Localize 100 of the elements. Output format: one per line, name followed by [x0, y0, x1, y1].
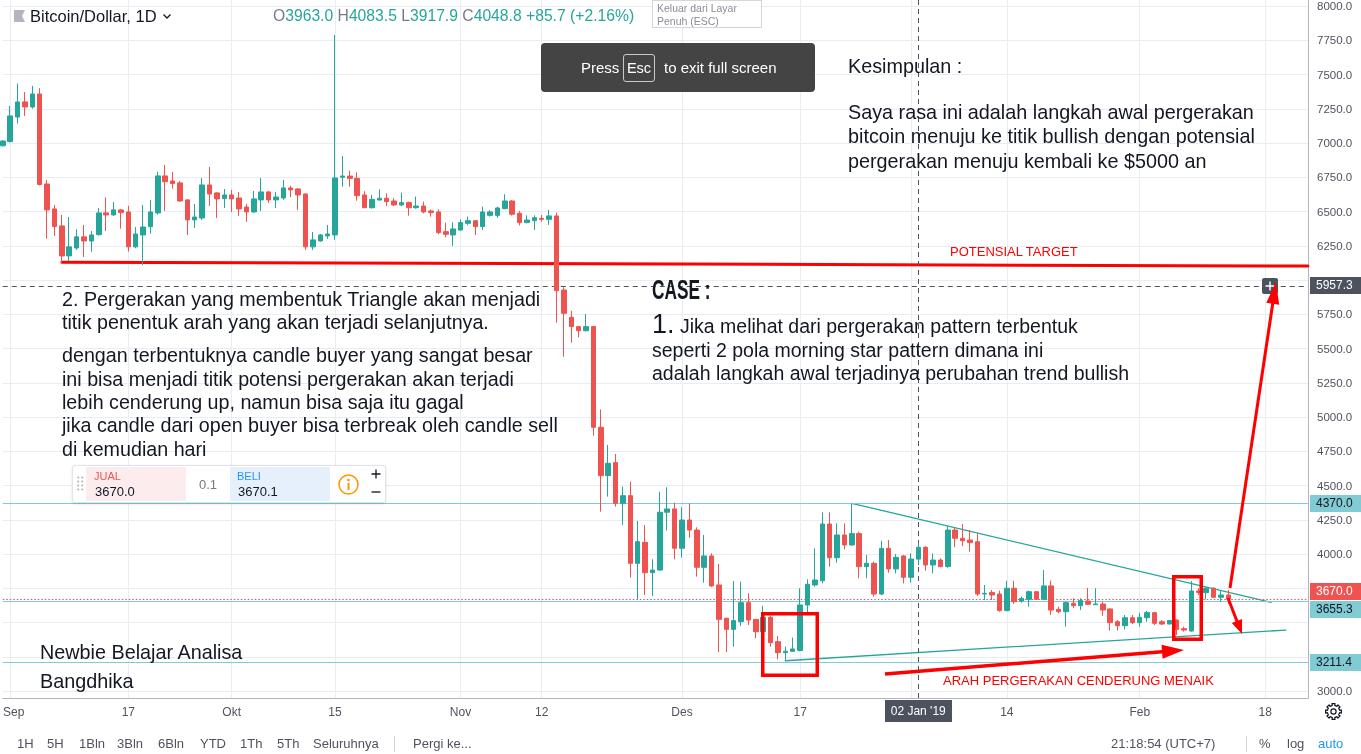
candlestick [620, 486, 626, 526]
candlestick [952, 526, 958, 548]
candlestick [856, 531, 862, 579]
candlestick [908, 552, 914, 584]
text: 5H [47, 736, 64, 752]
y-tick-label: 6750.0 [1317, 171, 1353, 184]
y-tick-label: 4000.0 [1317, 548, 1353, 561]
candlestick [44, 179, 50, 240]
candlestick [502, 193, 508, 210]
candlestick [591, 325, 596, 437]
text: % [1259, 736, 1271, 752]
candlestick [340, 155, 345, 188]
y-tick-label: 4750.0 [1317, 445, 1353, 458]
candlestick [731, 580, 736, 648]
candlestick [1115, 619, 1120, 632]
candlestick [1078, 597, 1083, 611]
candlestick [975, 532, 980, 597]
candlestick [775, 635, 781, 660]
candlestick [524, 214, 530, 224]
candlestick [288, 185, 293, 198]
candlestick [66, 216, 72, 262]
candlestick [1004, 580, 1010, 612]
candlestick [635, 520, 640, 600]
candlestick [930, 552, 936, 574]
candlestick [694, 526, 700, 578]
annotation: CASE : [652, 275, 711, 305]
candlestick [413, 196, 419, 210]
candlestick [532, 214, 537, 231]
candlestick [613, 453, 618, 508]
annotation: 1. Jika melihat dari pergerakan pattern terbentuk seperti 2 pola morning star pattern dimana ini adalah langkah awal terjadinya perubahan trend bullish [652, 309, 1130, 386]
candlestick [871, 561, 877, 598]
text: Pergi ke... [413, 736, 472, 752]
candlestick [679, 506, 685, 559]
annotation: JUAL [94, 469, 121, 483]
candlestick [266, 190, 271, 204]
annotation: 3670.0 [95, 483, 135, 499]
candlestick [103, 197, 109, 232]
annotation: dengan terbentuknya candle buyer yang sangat besar ini bisa menjadi titik potensi pergerakan akan terjadi lebih cenderung up, namun bisa saja itu gagal jika candle dari open buyer bisa terbreak oleh candle sell di kemudian hari [62, 344, 558, 461]
candlestick [672, 502, 677, 560]
candlestick [192, 203, 197, 229]
candlestick [849, 502, 855, 547]
x-tick-label: 15 [328, 705, 343, 719]
x-tick-label: Nov [449, 705, 472, 719]
candlestick [1056, 606, 1061, 614]
candlestick [539, 214, 544, 223]
candlestick [214, 191, 220, 219]
x-tick-label: 12 [535, 705, 549, 719]
candlestick [126, 205, 131, 253]
candlestick [738, 581, 744, 627]
annotation: Saya rasa ini adalah langkah awal pergerakan bitcoin menuju ke titik bullish dengan potensial pergerakan menuju kembali ke $5000 an [848, 99, 1255, 174]
candlestick [140, 204, 146, 266]
candlestick [244, 203, 249, 223]
text: YTD [200, 736, 226, 752]
candlestick [598, 408, 604, 513]
ref-line-label: 5957.3 [1310, 277, 1361, 295]
candlestick [812, 547, 818, 588]
x-tick-label: 17 [793, 705, 808, 719]
candlestick [162, 164, 168, 212]
candlestick [443, 222, 449, 238]
ref-line-label: 3670.0 [1310, 582, 1361, 600]
candlestick [30, 85, 35, 110]
candlestick [229, 189, 234, 213]
candlestick [480, 206, 485, 231]
candlestick [118, 208, 124, 230]
annotation: 2. Pergerakan yang membentuk Triangle akan menjadi titik penentuk arah yang akan terjadi selanjutnya. [62, 287, 541, 334]
candlestick [576, 325, 581, 338]
candlestick [842, 522, 847, 550]
annotation: POTENSIAL TARGET [950, 244, 1078, 260]
candlestick [325, 224, 330, 240]
candlestick [901, 554, 906, 584]
text: 21:18:54 (UTC+7) [1111, 736, 1216, 752]
candlestick [74, 228, 79, 251]
candlestick [133, 226, 138, 249]
text: auto [1318, 736, 1344, 752]
annotation: Kesimpulan : [848, 53, 963, 79]
candlestick [332, 34, 338, 241]
candlestick [642, 524, 648, 596]
candlestick [797, 587, 803, 652]
candlestick [1093, 587, 1098, 606]
candlestick [517, 210, 522, 226]
candlestick [554, 212, 559, 324]
x-tick-label: 17 [121, 705, 136, 719]
candlestick [303, 192, 308, 251]
candlestick [790, 637, 795, 653]
candlestick [1026, 590, 1032, 608]
candlestick [377, 188, 382, 202]
annotation: Press [581, 59, 620, 77]
candlestick [569, 310, 574, 344]
candlestick [436, 208, 441, 235]
candlestick [709, 552, 714, 588]
candlestick [15, 83, 20, 125]
candlestick [945, 525, 951, 569]
candlestick [864, 554, 869, 579]
annotation: ARAH PERGERAKAN CENDERUNG MENAIK [943, 673, 1214, 689]
candlestick [650, 558, 655, 597]
candlestick [886, 539, 891, 574]
y-tick-label: 7000.0 [1317, 137, 1353, 150]
text: 5Th [277, 736, 300, 752]
text: Seluruhnya [313, 736, 379, 752]
candlestick [236, 191, 242, 217]
